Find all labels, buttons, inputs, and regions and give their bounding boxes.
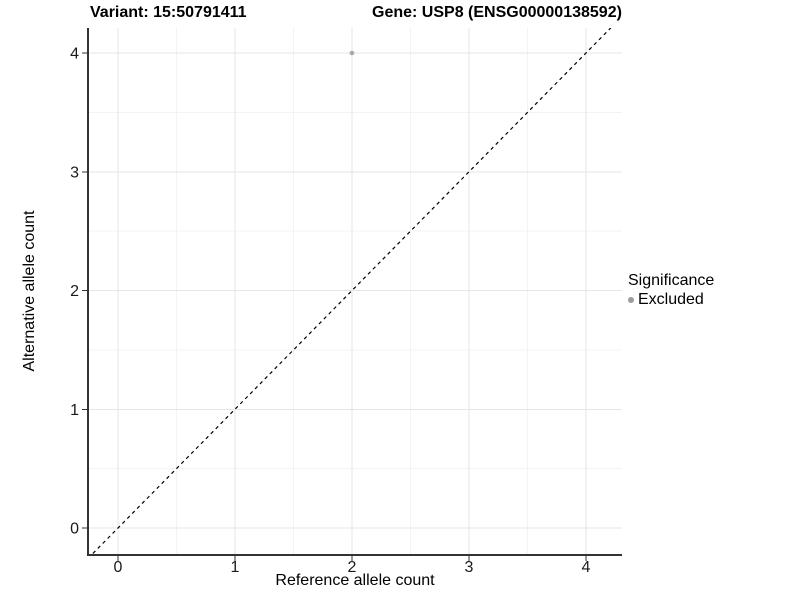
svg-text:0: 0 [113,559,122,576]
x-axis-label: Reference allele count [275,572,435,589]
y-axis-label: Alternative allele count [21,210,38,372]
svg-text:3: 3 [70,164,79,181]
legend-entry-excluded: Excluded [628,290,714,309]
excluded-point-icon [628,296,634,303]
svg-text:1: 1 [70,402,79,419]
svg-text:1: 1 [231,559,240,576]
svg-text:2: 2 [348,559,357,576]
legend-entry-label: Excluded [638,291,704,308]
svg-text:0: 0 [70,521,79,538]
gene-title: Gene: USP8 (ENSG00000138592) [372,4,622,21]
legend: Significance Excluded [628,271,714,309]
svg-text:4: 4 [582,559,591,576]
svg-text:4: 4 [70,46,79,63]
variant-title: Variant: 15:50791411 [90,4,247,21]
svg-text:3: 3 [465,559,474,576]
svg-text:2: 2 [70,283,79,300]
legend-title: Significance [628,272,715,289]
